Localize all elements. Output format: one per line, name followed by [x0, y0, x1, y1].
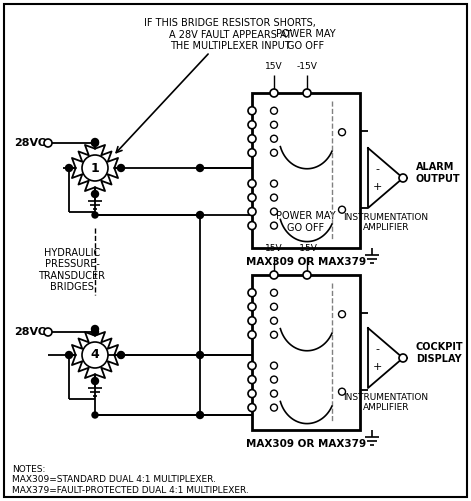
Bar [252, 275, 360, 430]
Circle shape [339, 388, 346, 395]
Circle shape [270, 135, 277, 142]
Circle shape [270, 222, 277, 229]
Circle shape [91, 326, 98, 333]
Text: -15V: -15V [297, 244, 317, 253]
Text: -15V: -15V [297, 62, 317, 71]
Circle shape [248, 303, 256, 311]
Circle shape [248, 362, 256, 370]
Circle shape [270, 331, 277, 338]
Circle shape [117, 164, 124, 171]
Circle shape [248, 289, 256, 297]
Circle shape [270, 208, 277, 215]
Circle shape [270, 362, 277, 369]
Circle shape [399, 354, 407, 362]
Circle shape [248, 376, 256, 384]
Circle shape [303, 271, 311, 279]
Circle shape [248, 121, 256, 129]
Text: +: + [372, 362, 382, 372]
Circle shape [65, 164, 73, 171]
Circle shape [270, 303, 277, 310]
Text: 28VO: 28VO [14, 138, 47, 148]
Text: HYDRAULIC
PRESSURE-
TRANSDUCER
BRIDGES: HYDRAULIC PRESSURE- TRANSDUCER BRIDGES [39, 247, 106, 293]
Circle shape [65, 352, 73, 359]
Circle shape [270, 404, 277, 411]
Circle shape [270, 194, 277, 201]
Circle shape [248, 193, 256, 201]
Text: +: + [372, 182, 382, 192]
Circle shape [339, 311, 346, 318]
Circle shape [92, 212, 98, 218]
Circle shape [248, 404, 256, 412]
Text: POWER MAY
GO OFF: POWER MAY GO OFF [276, 30, 336, 51]
Circle shape [91, 190, 98, 197]
Circle shape [303, 89, 311, 97]
Text: INSTRUMENTATION
AMPLIFIER: INSTRUMENTATION AMPLIFIER [343, 213, 429, 232]
Circle shape [91, 329, 98, 336]
Circle shape [196, 211, 203, 218]
Circle shape [248, 135, 256, 143]
Circle shape [248, 207, 256, 215]
Text: POWER MAY
GO OFF: POWER MAY GO OFF [276, 211, 336, 233]
Circle shape [248, 179, 256, 187]
Circle shape [270, 180, 277, 187]
Circle shape [270, 107, 277, 114]
Circle shape [118, 352, 124, 358]
Circle shape [82, 155, 108, 181]
Circle shape [117, 352, 124, 359]
Text: NOTES:
MAX309=STANDARD DUAL 4:1 MULTIPLEXER.
MAX379=FAULT-PROTECTED DUAL 4:1 MUL: NOTES: MAX309=STANDARD DUAL 4:1 MULTIPLE… [12, 465, 249, 495]
Circle shape [248, 390, 256, 398]
Circle shape [91, 377, 98, 384]
Text: 15V: 15V [265, 244, 283, 253]
Circle shape [270, 289, 277, 296]
Circle shape [196, 164, 203, 171]
Text: INSTRUMENTATION
AMPLIFIER: INSTRUMENTATION AMPLIFIER [343, 393, 429, 412]
Circle shape [270, 390, 277, 397]
Circle shape [399, 174, 407, 182]
Circle shape [248, 317, 256, 325]
Circle shape [196, 411, 203, 418]
Text: ALARM
OUTPUT: ALARM OUTPUT [416, 162, 461, 184]
Circle shape [44, 328, 52, 336]
Circle shape [270, 317, 277, 324]
Circle shape [270, 271, 278, 279]
Text: 4: 4 [90, 349, 99, 362]
Text: MAX309 OR MAX379: MAX309 OR MAX379 [246, 257, 366, 267]
Circle shape [196, 352, 203, 359]
Circle shape [248, 221, 256, 229]
Circle shape [44, 139, 52, 147]
Circle shape [339, 129, 346, 136]
Text: COCKPIT
DISPLAY: COCKPIT DISPLAY [416, 342, 463, 364]
Polygon shape [368, 328, 403, 388]
Text: MAX309 OR MAX379: MAX309 OR MAX379 [246, 439, 366, 449]
Circle shape [91, 139, 98, 146]
Circle shape [92, 412, 98, 418]
Text: 28VO: 28VO [14, 327, 47, 337]
Circle shape [248, 149, 256, 157]
Bar [252, 93, 360, 248]
Circle shape [270, 89, 278, 97]
Text: -: - [375, 344, 379, 354]
Text: -: - [375, 164, 379, 174]
Polygon shape [368, 148, 403, 208]
Circle shape [91, 138, 98, 145]
Text: 1: 1 [90, 161, 99, 174]
Circle shape [270, 149, 277, 156]
Circle shape [270, 121, 277, 128]
Circle shape [248, 107, 256, 115]
Circle shape [270, 376, 277, 383]
Circle shape [339, 206, 346, 213]
Text: IF THIS BRIDGE RESISTOR SHORTS,
A 28V FAULT APPEARS AT
THE MULTIPLEXER INPUT: IF THIS BRIDGE RESISTOR SHORTS, A 28V FA… [144, 18, 316, 51]
Text: 15V: 15V [265, 62, 283, 71]
Circle shape [82, 342, 108, 368]
Circle shape [248, 331, 256, 339]
